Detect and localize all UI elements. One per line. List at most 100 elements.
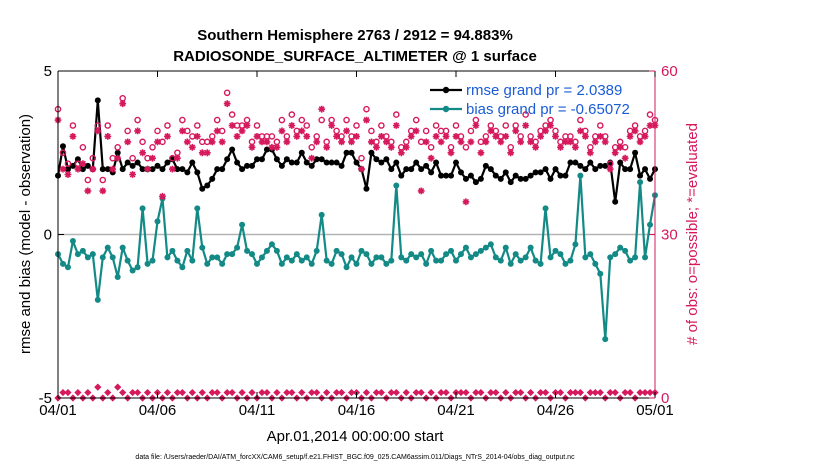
obs-evaluated-marker <box>343 127 350 135</box>
data-point <box>448 247 455 254</box>
obs-evaluated-marker <box>601 138 609 146</box>
obs-rejected-marker <box>119 388 127 397</box>
data-point <box>532 169 539 176</box>
data-point <box>373 254 380 261</box>
obs-possible-marker <box>462 143 470 151</box>
series-obs-evaluated <box>54 100 659 206</box>
data-point <box>577 172 584 179</box>
data-point <box>139 205 146 212</box>
obs-evaluated-marker <box>94 127 102 135</box>
obs-evaluated-marker <box>477 149 485 157</box>
obs-possible-marker <box>64 160 72 167</box>
chart-title-line1: Southern Hemisphere 2763 / 2912 = 94.883… <box>197 27 513 44</box>
obs-rejected-marker <box>442 388 450 397</box>
obs-evaluated-marker <box>626 133 634 140</box>
obs-rejected-marker <box>541 388 550 397</box>
data-point <box>288 257 295 264</box>
data-point <box>84 162 91 169</box>
data-point <box>239 221 246 228</box>
obs-evaluated-marker <box>124 138 132 146</box>
obs-rejected-marker <box>263 388 271 397</box>
obs-evaluated-marker <box>188 143 196 151</box>
data-point <box>293 251 300 258</box>
obs-rejected-marker <box>308 388 316 397</box>
obs-evaluated-marker <box>616 143 624 151</box>
data-point <box>368 260 375 267</box>
data-point <box>418 251 425 258</box>
data-point <box>254 260 260 267</box>
data-point <box>572 241 579 248</box>
data-point <box>323 159 330 166</box>
obs-possible-marker <box>253 122 261 129</box>
obs-possible-marker <box>114 143 121 151</box>
y-tick-label-left: 5 <box>44 63 52 80</box>
data-point <box>94 296 101 303</box>
obs-possible-marker <box>89 154 97 162</box>
data-point <box>298 257 305 264</box>
obs-evaluated-marker <box>402 143 410 151</box>
data-point <box>194 205 201 212</box>
obs-evaluated-marker <box>263 138 271 146</box>
data-point <box>438 172 445 179</box>
obs-evaluated-marker <box>537 133 544 140</box>
x-tick-label: 04/26 <box>537 402 575 419</box>
data-point <box>363 185 370 192</box>
data-point <box>303 254 310 261</box>
data-point <box>164 254 171 261</box>
obs-evaluated-marker <box>641 133 649 140</box>
data-point <box>443 251 450 258</box>
x-axis-label: Apr.01,2014 00:00:00 start <box>267 428 445 445</box>
obs-rejected-marker <box>462 388 470 397</box>
data-point <box>542 205 549 212</box>
data-point <box>258 254 265 261</box>
data-point <box>408 166 415 173</box>
obs-evaluated-marker <box>422 138 430 146</box>
data-point <box>169 247 176 254</box>
data-point <box>517 175 524 182</box>
obs-rejected-marker <box>591 388 599 397</box>
obs-evaluated-marker <box>243 122 251 129</box>
data-point <box>263 247 270 254</box>
data-point <box>413 159 420 166</box>
obs-evaluated-marker <box>497 138 505 146</box>
obs-rejected-marker <box>283 388 291 397</box>
obs-evaluated-marker <box>223 100 231 108</box>
obs-rejected-marker <box>223 388 231 397</box>
data-point <box>482 244 489 251</box>
data-point <box>433 159 440 166</box>
obs-rejected-marker <box>586 388 594 397</box>
data-point <box>134 159 141 166</box>
obs-rejected-marker <box>536 388 545 397</box>
data-point <box>293 159 300 166</box>
obs-evaluated-marker <box>248 143 256 151</box>
data-point <box>313 156 320 163</box>
data-point <box>542 166 549 173</box>
obs-rejected-marker <box>387 388 395 397</box>
obs-evaluated-marker <box>193 133 201 140</box>
obs-possible-marker <box>646 111 654 118</box>
data-point <box>527 244 534 251</box>
data-point <box>597 162 604 169</box>
data-point <box>104 244 111 251</box>
data-point <box>467 254 474 261</box>
data-point <box>512 172 519 179</box>
data-point <box>507 179 514 186</box>
data-point <box>567 159 574 166</box>
data-point <box>453 257 459 264</box>
data-point <box>189 257 196 264</box>
obs-rejected-marker <box>178 388 186 397</box>
obs-possible-marker <box>134 116 141 124</box>
data-point <box>234 159 241 166</box>
data-point <box>393 182 400 189</box>
data-point <box>378 254 385 261</box>
data-point <box>268 241 275 248</box>
data-point <box>373 156 380 163</box>
data-point <box>448 172 455 179</box>
obs-rejected-marker <box>636 388 644 397</box>
obs-evaluated-marker <box>353 133 360 140</box>
obs-rejected-marker <box>556 388 565 397</box>
data-point <box>149 257 156 264</box>
data-point <box>428 169 435 176</box>
data-point <box>582 254 589 261</box>
obs-evaluated-marker <box>149 154 156 162</box>
